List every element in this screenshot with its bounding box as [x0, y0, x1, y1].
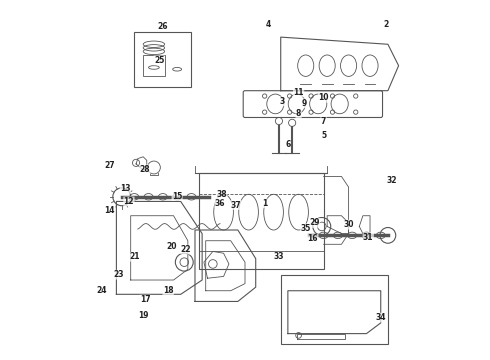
Text: 38: 38 — [217, 190, 227, 199]
Text: 10: 10 — [318, 93, 329, 102]
Text: 35: 35 — [300, 224, 311, 233]
Text: 30: 30 — [343, 220, 354, 229]
Text: 11: 11 — [294, 88, 304, 97]
Text: 34: 34 — [375, 313, 386, 322]
Text: 4: 4 — [266, 20, 271, 29]
Text: 22: 22 — [181, 245, 191, 254]
Text: 37: 37 — [231, 201, 242, 210]
Bar — [143, 55, 165, 76]
Text: 21: 21 — [129, 252, 140, 261]
Text: 2: 2 — [384, 20, 389, 29]
Text: 14: 14 — [104, 206, 115, 215]
Text: 5: 5 — [321, 131, 326, 140]
Text: 26: 26 — [158, 22, 168, 31]
Text: 20: 20 — [167, 242, 177, 251]
Text: 13: 13 — [120, 184, 130, 193]
Text: 1: 1 — [262, 199, 267, 208]
Bar — [281, 275, 388, 344]
Text: 25: 25 — [154, 56, 165, 65]
Text: 29: 29 — [309, 219, 320, 228]
Text: 12: 12 — [123, 197, 134, 206]
Text: 27: 27 — [104, 161, 115, 170]
Text: 23: 23 — [113, 270, 123, 279]
Text: 3: 3 — [280, 97, 285, 106]
Text: 15: 15 — [172, 192, 182, 201]
Text: 32: 32 — [386, 176, 397, 185]
Text: 19: 19 — [138, 311, 148, 320]
Bar — [134, 32, 192, 87]
Text: 36: 36 — [215, 199, 225, 208]
Text: 17: 17 — [140, 295, 150, 304]
Text: 24: 24 — [97, 286, 107, 295]
Text: 7: 7 — [321, 117, 326, 126]
Text: 31: 31 — [363, 233, 373, 242]
Text: 8: 8 — [296, 109, 301, 118]
Text: 18: 18 — [163, 286, 173, 295]
Text: 6: 6 — [285, 140, 291, 149]
Text: 9: 9 — [301, 99, 307, 108]
Text: 16: 16 — [308, 234, 318, 243]
Text: 28: 28 — [140, 165, 150, 174]
Text: 33: 33 — [274, 252, 284, 261]
